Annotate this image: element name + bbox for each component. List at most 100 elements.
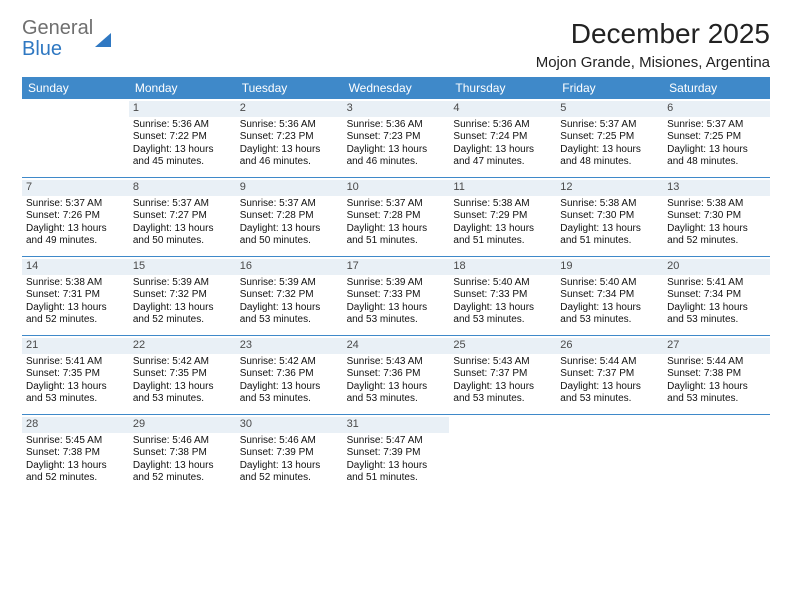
empty-cell xyxy=(449,415,556,493)
day-number: 28 xyxy=(22,417,129,433)
day-cell: 22Sunrise: 5:42 AMSunset: 7:35 PMDayligh… xyxy=(129,336,236,414)
sunrise-text: Sunrise: 5:42 AM xyxy=(240,356,339,369)
sunrise-text: Sunrise: 5:39 AM xyxy=(133,277,232,290)
sunrise-text: Sunrise: 5:36 AM xyxy=(133,119,232,132)
sunset-text: Sunset: 7:24 PM xyxy=(453,131,552,144)
sunrise-text: Sunrise: 5:39 AM xyxy=(240,277,339,290)
daylight-text: and 50 minutes. xyxy=(133,235,232,248)
daylight-text: Daylight: 13 hours xyxy=(560,223,659,236)
sunset-text: Sunset: 7:39 PM xyxy=(347,447,446,460)
sunset-text: Sunset: 7:28 PM xyxy=(347,210,446,223)
daylight-text: and 52 minutes. xyxy=(240,472,339,485)
daylight-text: and 52 minutes. xyxy=(26,314,125,327)
page-title: December 2025 xyxy=(536,18,770,50)
title-block: December 2025 Mojon Grande, Misiones, Ar… xyxy=(536,18,770,71)
daylight-text: and 48 minutes. xyxy=(667,156,766,169)
sunrise-text: Sunrise: 5:38 AM xyxy=(560,198,659,211)
sunset-text: Sunset: 7:23 PM xyxy=(240,131,339,144)
sunrise-text: Sunrise: 5:37 AM xyxy=(667,119,766,132)
daylight-text: Daylight: 13 hours xyxy=(26,223,125,236)
daylight-text: Daylight: 13 hours xyxy=(560,144,659,157)
daylight-text: and 52 minutes. xyxy=(133,472,232,485)
sunrise-text: Sunrise: 5:47 AM xyxy=(347,435,446,448)
daylight-text: and 49 minutes. xyxy=(26,235,125,248)
sunrise-text: Sunrise: 5:45 AM xyxy=(26,435,125,448)
day-cell: 4Sunrise: 5:36 AMSunset: 7:24 PMDaylight… xyxy=(449,99,556,177)
sunrise-text: Sunrise: 5:40 AM xyxy=(453,277,552,290)
sunrise-text: Sunrise: 5:41 AM xyxy=(26,356,125,369)
sunrise-text: Sunrise: 5:36 AM xyxy=(347,119,446,132)
day-number: 10 xyxy=(343,180,450,196)
weekday-label: Thursday xyxy=(449,77,556,99)
weekday-label: Friday xyxy=(556,77,663,99)
day-number: 19 xyxy=(556,259,663,275)
sunrise-text: Sunrise: 5:40 AM xyxy=(560,277,659,290)
day-cell: 16Sunrise: 5:39 AMSunset: 7:32 PMDayligh… xyxy=(236,257,343,335)
daylight-text: and 53 minutes. xyxy=(560,393,659,406)
sunset-text: Sunset: 7:30 PM xyxy=(560,210,659,223)
daylight-text: Daylight: 13 hours xyxy=(133,144,232,157)
daylight-text: and 53 minutes. xyxy=(347,393,446,406)
sunset-text: Sunset: 7:25 PM xyxy=(560,131,659,144)
daylight-text: Daylight: 13 hours xyxy=(667,144,766,157)
daylight-text: and 48 minutes. xyxy=(560,156,659,169)
day-number: 20 xyxy=(663,259,770,275)
day-number: 23 xyxy=(236,338,343,354)
daylight-text: Daylight: 13 hours xyxy=(347,223,446,236)
day-cell: 11Sunrise: 5:38 AMSunset: 7:29 PMDayligh… xyxy=(449,178,556,256)
sunset-text: Sunset: 7:28 PM xyxy=(240,210,339,223)
weekday-label: Sunday xyxy=(22,77,129,99)
empty-cell xyxy=(556,415,663,493)
sunrise-text: Sunrise: 5:42 AM xyxy=(133,356,232,369)
sunset-text: Sunset: 7:37 PM xyxy=(453,368,552,381)
day-number: 1 xyxy=(129,101,236,117)
daylight-text: Daylight: 13 hours xyxy=(240,381,339,394)
day-cell: 18Sunrise: 5:40 AMSunset: 7:33 PMDayligh… xyxy=(449,257,556,335)
daylight-text: Daylight: 13 hours xyxy=(453,223,552,236)
daylight-text: Daylight: 13 hours xyxy=(133,223,232,236)
sunrise-text: Sunrise: 5:38 AM xyxy=(26,277,125,290)
sunset-text: Sunset: 7:38 PM xyxy=(133,447,232,460)
day-number: 25 xyxy=(449,338,556,354)
weekday-label: Saturday xyxy=(663,77,770,99)
day-cell: 14Sunrise: 5:38 AMSunset: 7:31 PMDayligh… xyxy=(22,257,129,335)
daylight-text: Daylight: 13 hours xyxy=(240,144,339,157)
page-header: General Blue December 2025 Mojon Grande,… xyxy=(22,18,770,71)
daylight-text: Daylight: 13 hours xyxy=(133,460,232,473)
day-cell: 20Sunrise: 5:41 AMSunset: 7:34 PMDayligh… xyxy=(663,257,770,335)
daylight-text: and 47 minutes. xyxy=(453,156,552,169)
daylight-text: Daylight: 13 hours xyxy=(240,223,339,236)
logo-text-top: General xyxy=(22,17,93,39)
day-number: 11 xyxy=(449,180,556,196)
daylight-text: and 51 minutes. xyxy=(347,472,446,485)
daylight-text: and 53 minutes. xyxy=(133,393,232,406)
day-number: 12 xyxy=(556,180,663,196)
sunset-text: Sunset: 7:35 PM xyxy=(133,368,232,381)
sunrise-text: Sunrise: 5:39 AM xyxy=(347,277,446,290)
daylight-text: Daylight: 13 hours xyxy=(560,381,659,394)
sunset-text: Sunset: 7:25 PM xyxy=(667,131,766,144)
sunset-text: Sunset: 7:36 PM xyxy=(347,368,446,381)
day-cell: 10Sunrise: 5:37 AMSunset: 7:28 PMDayligh… xyxy=(343,178,450,256)
daylight-text: Daylight: 13 hours xyxy=(133,381,232,394)
day-number: 16 xyxy=(236,259,343,275)
daylight-text: Daylight: 13 hours xyxy=(560,302,659,315)
day-number: 17 xyxy=(343,259,450,275)
day-cell: 26Sunrise: 5:44 AMSunset: 7:37 PMDayligh… xyxy=(556,336,663,414)
day-number: 9 xyxy=(236,180,343,196)
day-cell: 2Sunrise: 5:36 AMSunset: 7:23 PMDaylight… xyxy=(236,99,343,177)
day-number: 26 xyxy=(556,338,663,354)
daylight-text: Daylight: 13 hours xyxy=(26,460,125,473)
week-row: 28Sunrise: 5:45 AMSunset: 7:38 PMDayligh… xyxy=(22,415,770,493)
daylight-text: and 45 minutes. xyxy=(133,156,232,169)
sunset-text: Sunset: 7:23 PM xyxy=(347,131,446,144)
day-cell: 8Sunrise: 5:37 AMSunset: 7:27 PMDaylight… xyxy=(129,178,236,256)
sunrise-text: Sunrise: 5:41 AM xyxy=(667,277,766,290)
day-cell: 27Sunrise: 5:44 AMSunset: 7:38 PMDayligh… xyxy=(663,336,770,414)
daylight-text: Daylight: 13 hours xyxy=(26,381,125,394)
day-cell: 19Sunrise: 5:40 AMSunset: 7:34 PMDayligh… xyxy=(556,257,663,335)
daylight-text: and 53 minutes. xyxy=(453,393,552,406)
day-cell: 30Sunrise: 5:46 AMSunset: 7:39 PMDayligh… xyxy=(236,415,343,493)
page-subtitle: Mojon Grande, Misiones, Argentina xyxy=(536,54,770,71)
week-row: 7Sunrise: 5:37 AMSunset: 7:26 PMDaylight… xyxy=(22,178,770,257)
